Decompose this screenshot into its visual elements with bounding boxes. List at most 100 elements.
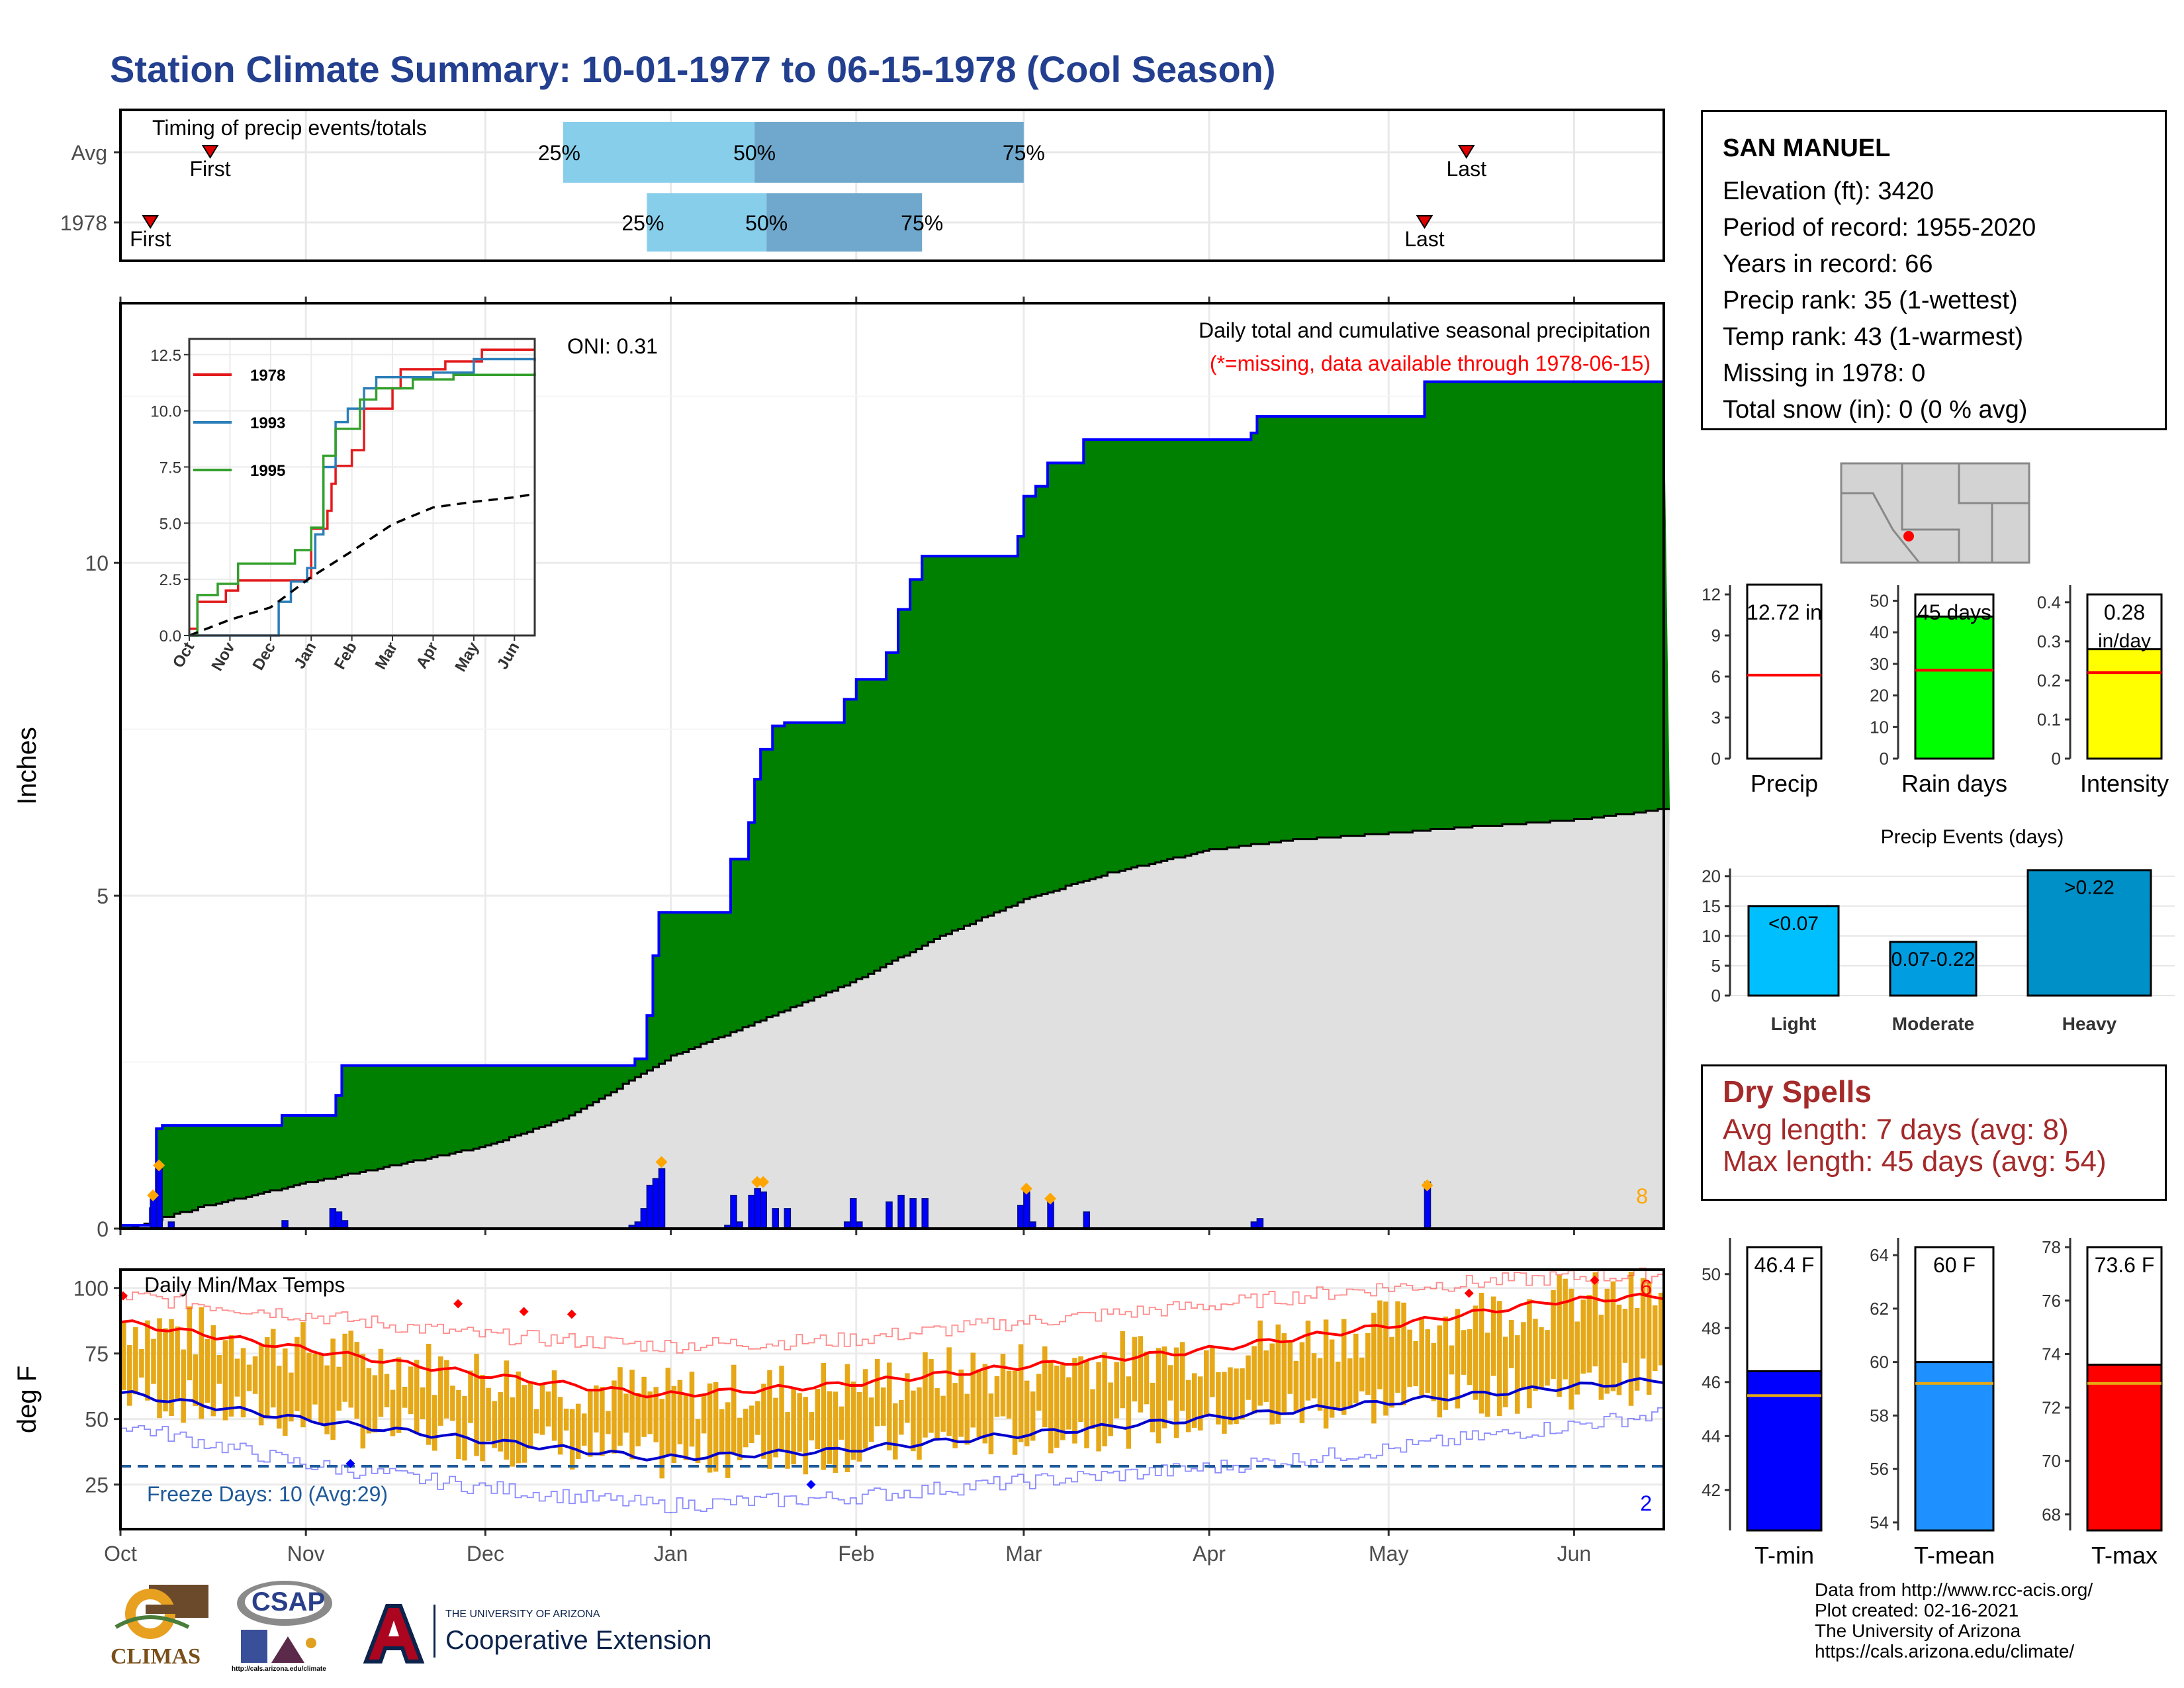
timing-first-marker [142,215,159,229]
inset-y-tick-label: 10.0 [150,403,181,421]
temp-daily-bar [139,1348,144,1378]
precip-event-marker [655,1156,668,1168]
temp-bar-1: 54 56 58 60 62 64 60 F T-mean [1870,1238,1995,1569]
temp-daily-bar [1545,1330,1550,1386]
temp-daily-bar [899,1399,904,1435]
temp-daily-bar [761,1383,766,1459]
mini-y-tick-label: 70 [2042,1451,2061,1471]
station-precip-rank: Precip rank: 35 (1-wettest) [1723,287,2018,314]
temp-daily-bar [749,1405,754,1444]
temp-daily-bar [486,1387,491,1442]
mini-bar-category: T-min [1754,1542,1814,1569]
inset-y-tick-label: 2.5 [159,571,181,589]
temp-daily-bar [1263,1350,1269,1402]
temp-daily-bar [1484,1333,1490,1417]
precip-y-tick-label: 0 [97,1217,109,1241]
temp-daily-bar [929,1359,934,1433]
mini-y-tick-label: 0 [1880,749,1889,769]
temp-daily-bar [563,1409,569,1431]
inset-series-line [189,372,536,637]
precip-daily-bar [329,1208,337,1229]
temp-daily-bar [199,1307,205,1419]
temp-daily-bar [629,1370,635,1460]
temp-daily-bar [133,1327,138,1395]
temp-daily-bar [665,1368,671,1456]
timing-label-25: 25% [538,141,580,165]
temp-daily-bar [612,1380,617,1454]
temp-daily-bar [1407,1329,1412,1387]
csap-url: http://cals.arizona.edu/climate [232,1665,326,1673]
events-y-tick-label: 15 [1702,896,1721,916]
timing-first-marker [201,145,219,159]
mini-y-tick-label: 0.4 [2037,592,2061,612]
temp-daily-bar [1054,1365,1060,1448]
temp-daily-bar [1335,1361,1341,1410]
temp-daily-bar [701,1395,707,1434]
mini-bar-value-label: 12.72 in [1747,600,1822,624]
temp-x-tick-label: Oct [104,1542,137,1566]
temp-daily-bar [1646,1282,1652,1395]
precip-daily-bar [754,1188,761,1229]
temp-x-tick-label: Dec [467,1542,504,1566]
mini-y-tick-label: 54 [1870,1513,1889,1532]
inset-y-tick-label: 12.5 [150,347,181,365]
temp-daily-bar [1108,1382,1113,1436]
temp-daily-bar [289,1372,294,1422]
temp-daily-bar [145,1320,150,1401]
temp-daily-bar [151,1338,156,1384]
temp-record-high-marker [1590,1275,1600,1285]
temp-daily-bar [1586,1295,1592,1373]
precip-event-marker [757,1176,770,1188]
precip-daily-bar [640,1208,648,1229]
temp-daily-bar [1042,1346,1048,1428]
page-title: Station Climate Summary: 10-01-1977 to 0… [110,48,1276,90]
mini-bar-value-label: 0.28 [2104,600,2145,624]
temp-daily-bar [594,1385,599,1432]
temp-daily-bar [946,1347,952,1436]
temp-daily-bar [1533,1319,1538,1391]
temp-daily-bar [295,1336,300,1411]
temp-daily-bar [821,1362,827,1470]
mini-y-tick-label: 30 [1870,654,1889,674]
temp-daily-bar [402,1386,408,1408]
temp-y-tick-label: 50 [85,1408,109,1432]
mini-y-tick-label: 76 [2042,1291,2061,1311]
dry-spells-max: Max length: 45 days (avg: 54) [1723,1145,2107,1178]
mini-y-tick-label: 46 [1702,1372,1721,1392]
temp-daily-bar [1144,1351,1150,1405]
freeze-days-label: Freeze Days: 10 (Avg:29) [147,1482,388,1506]
temp-cold-count: 2 [1640,1491,1652,1515]
temp-x-tick-label: Nov [287,1542,325,1566]
mini-y-tick-label: 6 [1711,667,1721,686]
precip-daily-bar [909,1197,917,1229]
temp-daily-bar [252,1356,258,1394]
temp-daily-bar [438,1356,443,1426]
temp-daily-bar [1539,1327,1544,1389]
precip-event-marker [147,1189,159,1201]
mini-bar-value [1746,583,1823,760]
temp-daily-bar [641,1376,647,1437]
station-years: Years in record: 66 [1723,250,1933,278]
temp-daily-bar [1365,1333,1371,1395]
temp-daily-bar [306,1352,312,1421]
temp-daily-bar [450,1385,455,1421]
temp-daily-bar [504,1360,510,1460]
events-bar [1889,941,1978,997]
temp-daily-bar [1652,1305,1658,1372]
temp-daily-bar [743,1409,749,1448]
precip-daily-bar [1083,1211,1091,1229]
temp-daily-bar [862,1369,868,1449]
precip-oni: ONI: 0.31 [567,334,658,358]
temp-daily-bar [1592,1272,1598,1367]
mini-y-tick-label: 0.1 [2037,710,2061,729]
mini-y-tick-label: 50 [1870,591,1889,611]
temp-daily-bar [342,1333,347,1402]
temp-daily-bar [600,1387,605,1456]
timing-label-75: 75% [901,211,943,235]
temp-daily-bar [1161,1346,1167,1429]
ua-big-text: Cooperative Extension [445,1626,712,1655]
events-category-label: Moderate [1892,1013,1974,1034]
temp-daily-bar [695,1419,701,1464]
temp-daily-bar [1574,1321,1580,1395]
